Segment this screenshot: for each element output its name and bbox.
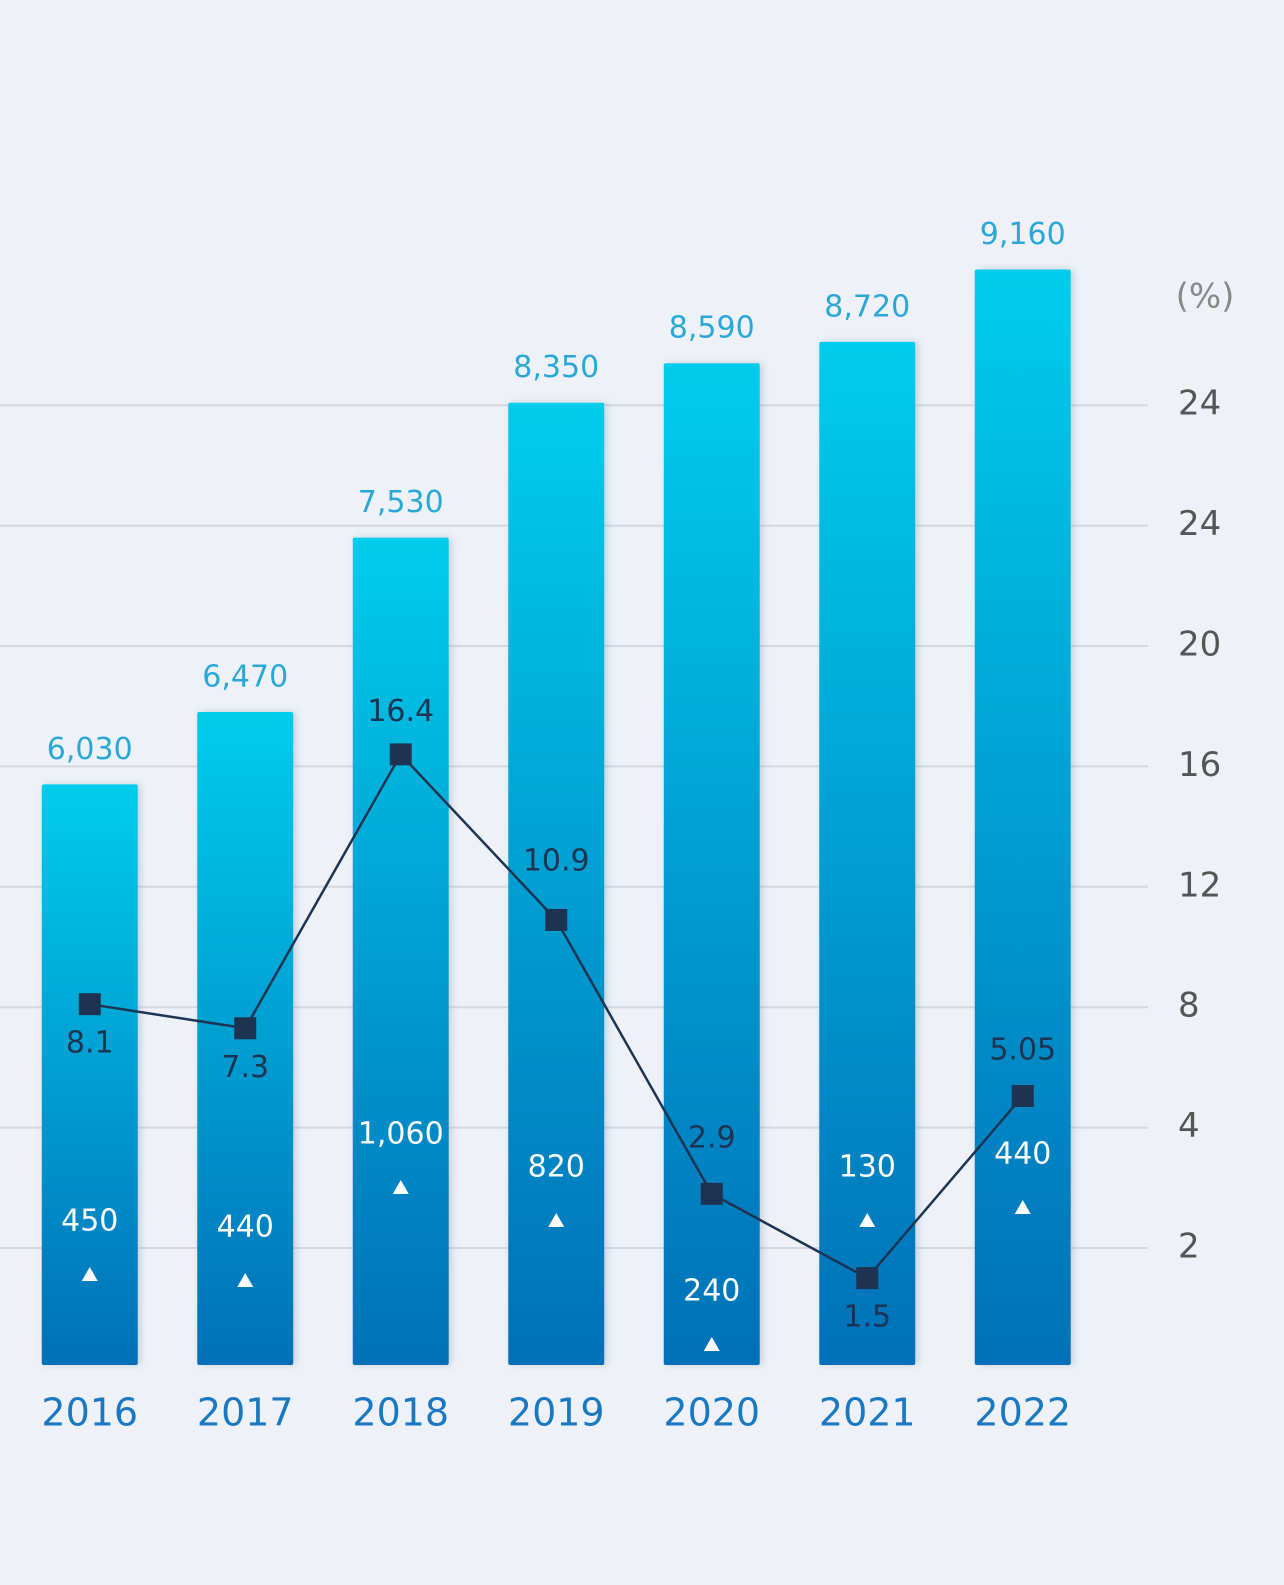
x-tick-label: 2018 — [352, 1391, 449, 1435]
line-marker — [78, 993, 101, 1016]
y2-tick-label: 16 — [1178, 745, 1221, 785]
increase-icon — [703, 1337, 720, 1351]
bar-value-label: 7,530 — [358, 485, 444, 520]
bar — [41, 784, 138, 1365]
bar — [819, 341, 916, 1365]
bar — [663, 363, 760, 1365]
line-marker — [856, 1267, 879, 1290]
increase-label: 130 — [839, 1150, 896, 1185]
bar-value-label: 6,470 — [202, 659, 288, 694]
line-value-label: 8.1 — [66, 1026, 114, 1061]
y2-tick-label: 2 — [1178, 1227, 1200, 1267]
line-marker — [389, 743, 412, 766]
increase-label: 440 — [994, 1137, 1051, 1172]
increase-icon — [859, 1213, 876, 1227]
increase-label: 450 — [61, 1204, 118, 1239]
y2-tick-label: 8 — [1178, 986, 1200, 1026]
x-tick-label: 2021 — [819, 1391, 916, 1435]
y2-tick-label: 24 — [1178, 504, 1221, 544]
x-tick-label: 2022 — [974, 1391, 1071, 1435]
bar — [508, 402, 605, 1365]
increase-label: 820 — [528, 1150, 585, 1185]
line-marker — [545, 908, 568, 931]
line-value-label: 7.3 — [221, 1050, 269, 1085]
increase-icon — [392, 1180, 409, 1194]
x-tick-label: 2017 — [197, 1391, 294, 1435]
x-tick-label: 2016 — [41, 1391, 138, 1435]
line-marker — [700, 1182, 723, 1205]
bar-value-label: 8,590 — [669, 311, 755, 346]
increase-label: 440 — [217, 1210, 274, 1245]
increase-label: 1,060 — [358, 1117, 444, 1152]
line-value-label: 5.05 — [989, 1032, 1056, 1067]
line-marker — [234, 1017, 257, 1040]
line-value-label: 2.9 — [688, 1120, 736, 1155]
increase-icon — [237, 1273, 254, 1287]
increase-icon — [81, 1267, 98, 1281]
bar — [974, 269, 1071, 1365]
bar-value-label: 8,350 — [513, 350, 599, 385]
line-marker — [1011, 1084, 1034, 1107]
y2-tick-label: 12 — [1178, 865, 1221, 905]
increase-icon — [548, 1213, 565, 1227]
y2-axis-label: (%) — [1176, 277, 1235, 317]
bar — [352, 537, 449, 1365]
bar-value-label: 6,030 — [47, 732, 133, 767]
line-value-label: 1.5 — [843, 1300, 891, 1335]
x-tick-label: 2019 — [508, 1391, 605, 1435]
y2-tick-label: 20 — [1178, 625, 1221, 665]
x-tick-label: 2020 — [663, 1391, 760, 1435]
bar-value-label: 8,720 — [824, 289, 910, 324]
bar-value-label: 9,160 — [980, 217, 1066, 252]
increase-label: 240 — [683, 1274, 740, 1309]
line-value-label: 16.4 — [367, 694, 434, 729]
line-value-label: 10.9 — [523, 843, 590, 878]
y2-tick-label: 4 — [1178, 1106, 1200, 1146]
y2-tick-label: 24 — [1178, 384, 1221, 424]
increase-icon — [1014, 1200, 1031, 1214]
